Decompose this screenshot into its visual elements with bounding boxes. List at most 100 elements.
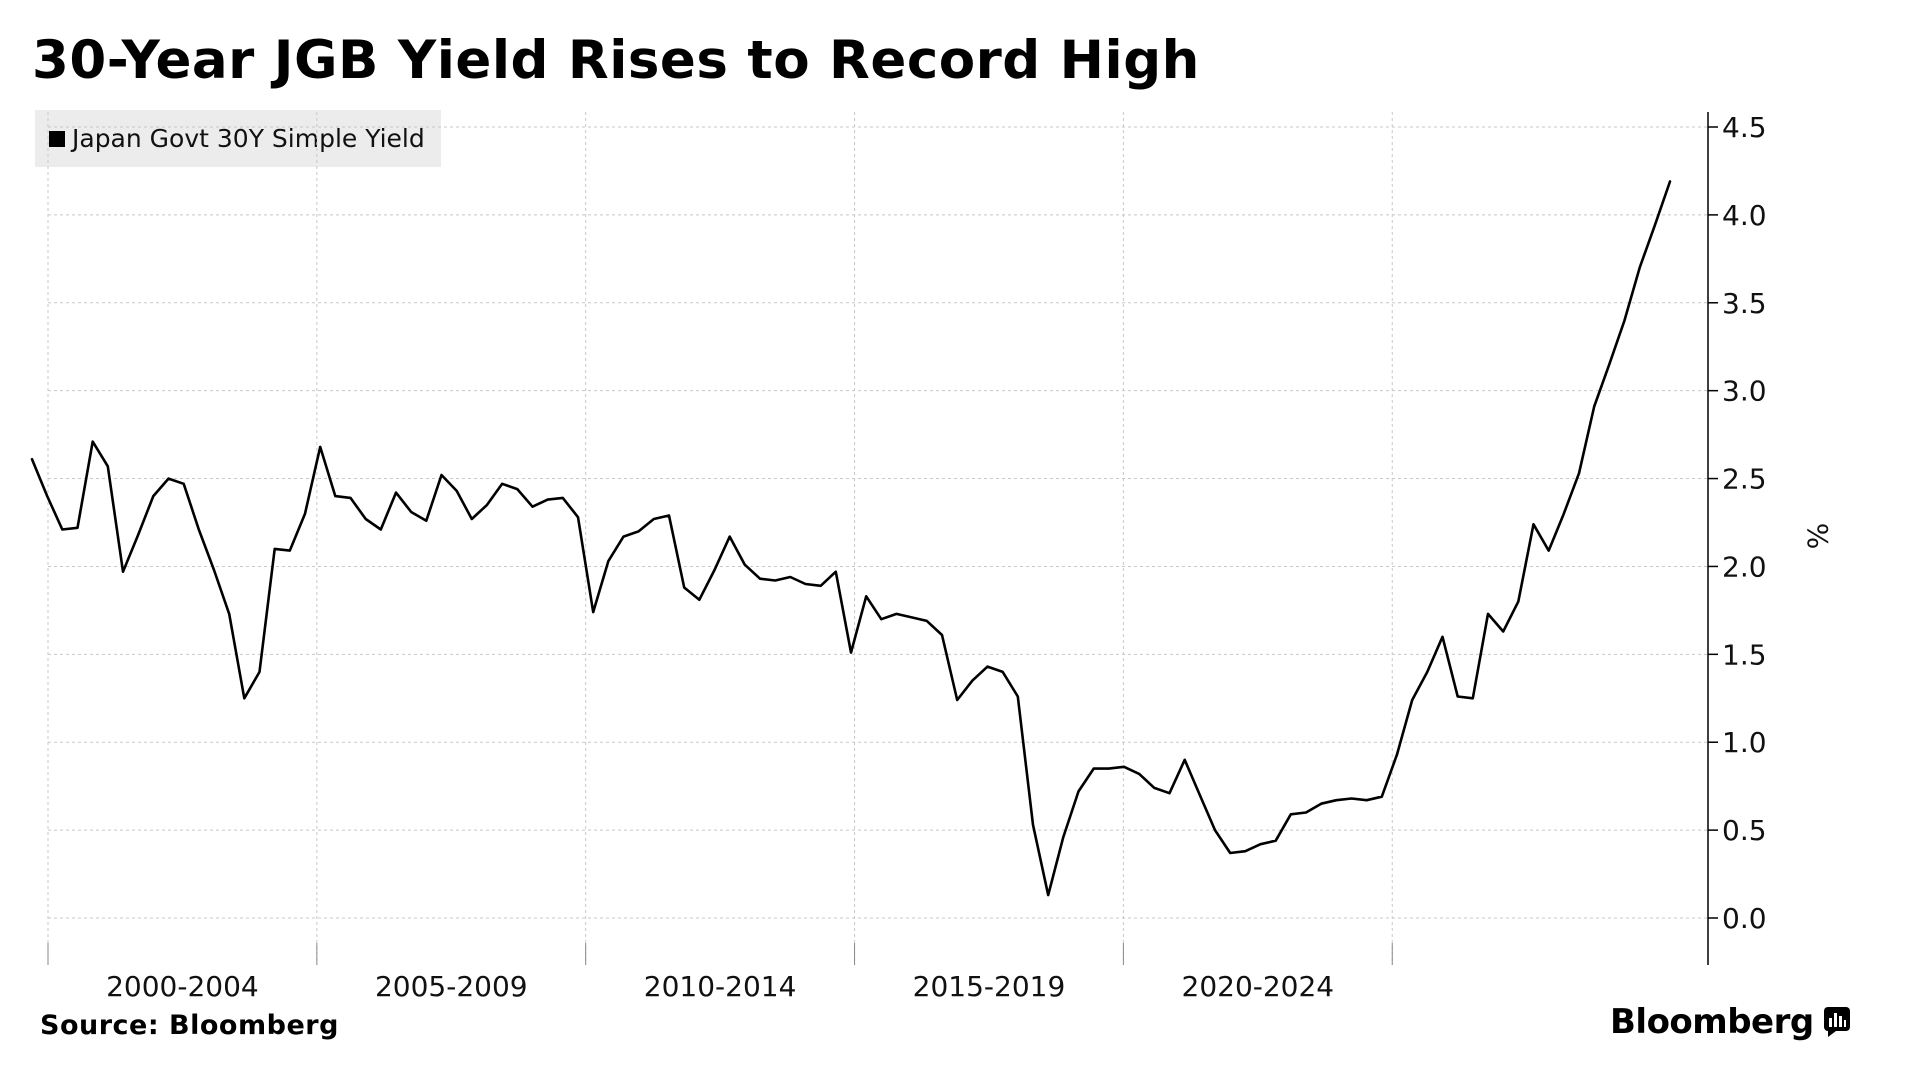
data-point — [1623, 319, 1626, 321]
data-point — [971, 680, 973, 682]
y-tick-label: 4.5 — [1722, 111, 1767, 144]
data-point — [956, 699, 958, 701]
data-point — [744, 564, 746, 566]
y-tick-label: 1.5 — [1722, 638, 1767, 671]
data-point — [1654, 224, 1656, 227]
bloomberg-terminal-icon — [1823, 1007, 1850, 1037]
data-point — [668, 514, 670, 517]
data-point — [880, 618, 882, 620]
y-tick-label: 4.0 — [1722, 199, 1767, 232]
data-point — [365, 518, 367, 520]
y-tick-label: 2.0 — [1722, 550, 1767, 583]
data-point — [638, 530, 640, 532]
y-tick-label: 0.5 — [1722, 814, 1767, 847]
legend: Japan Govt 30Y Simple Yield — [35, 110, 441, 167]
data-point — [289, 550, 291, 552]
data-point — [319, 446, 321, 448]
data-point — [61, 528, 63, 531]
data-point — [1214, 829, 1216, 831]
data-point — [349, 497, 352, 499]
data-point — [1457, 695, 1459, 698]
y-tick-label: 2.5 — [1722, 463, 1767, 496]
data-point — [1335, 799, 1337, 801]
data-point — [1259, 843, 1262, 845]
data-point — [1093, 767, 1095, 770]
legend-label: Japan Govt 30Y Simple Yield — [72, 124, 425, 153]
data-point — [1290, 813, 1292, 815]
data-point — [774, 579, 776, 582]
data-point — [850, 651, 852, 654]
data-point — [941, 634, 943, 636]
data-point — [1032, 824, 1034, 826]
data-point — [31, 458, 33, 460]
data-point — [1199, 794, 1201, 796]
data-point — [911, 616, 913, 619]
data-point — [1077, 790, 1080, 793]
data-point — [1548, 550, 1550, 552]
data-point — [531, 506, 534, 508]
data-point — [1350, 797, 1353, 800]
source-note: Source: Bloomberg — [40, 1010, 339, 1041]
data-point — [1426, 671, 1428, 673]
data-point — [92, 441, 94, 443]
data-point — [46, 495, 48, 497]
data-point — [410, 511, 412, 513]
data-point — [456, 490, 458, 492]
data-point — [152, 495, 154, 497]
brand-logo: Bloomberg — [1610, 1002, 1850, 1042]
data-point — [1366, 799, 1368, 801]
x-tick-label: 2010-2014 — [644, 970, 797, 1000]
data-point — [1472, 697, 1474, 699]
brand-name: Bloomberg — [1610, 1002, 1814, 1042]
data-point — [759, 578, 761, 580]
data-point — [167, 477, 170, 480]
data-point — [1047, 894, 1049, 896]
data-point — [137, 534, 139, 536]
x-tick-label: 2000-2004 — [106, 970, 259, 1000]
data-point — [1320, 803, 1322, 805]
data-point — [1062, 836, 1064, 838]
data-point — [1487, 613, 1489, 615]
data-point — [592, 611, 594, 613]
data-point — [516, 488, 518, 490]
data-point — [501, 483, 503, 485]
data-point — [213, 569, 215, 571]
data-point — [1244, 850, 1246, 852]
data-point — [198, 528, 200, 531]
y-tick-label: 0.0 — [1722, 902, 1767, 935]
data-point — [683, 586, 685, 589]
y-tick-label: 1.0 — [1722, 726, 1767, 759]
chart-title: 30-Year JGB Yield Rises to Record High — [32, 30, 1200, 91]
data-point — [1578, 472, 1580, 474]
data-point — [243, 697, 245, 699]
data-point — [1517, 601, 1519, 603]
data-point — [274, 548, 276, 550]
data-point — [76, 527, 79, 529]
data-point — [562, 497, 564, 499]
x-tick-label: 2020-2024 — [1182, 970, 1335, 1000]
data-point — [835, 571, 837, 573]
data-point — [122, 571, 124, 573]
data-point — [1108, 767, 1110, 770]
data-point — [395, 492, 397, 494]
data-point — [258, 671, 261, 673]
data-point — [698, 599, 700, 601]
data-point — [1153, 787, 1155, 789]
data-point — [653, 518, 655, 520]
series-line — [30, 180, 1672, 897]
data-point — [804, 583, 807, 585]
y-tick-label: 3.0 — [1722, 375, 1767, 408]
data-point — [1305, 811, 1307, 814]
data-point — [1563, 513, 1565, 515]
data-point — [228, 613, 230, 615]
data-point — [1275, 840, 1277, 842]
data-point — [1229, 852, 1231, 854]
data-point — [789, 576, 791, 578]
data-point — [1184, 759, 1186, 761]
data-point — [1123, 766, 1125, 768]
data-point — [1381, 796, 1383, 798]
y-tick-label: 3.5 — [1722, 287, 1767, 320]
data-point — [334, 495, 336, 497]
line-chart: 2000-2004 2005-2009 2010-2014 2015-2019 2020… — [30, 111, 1834, 1000]
x-tick-label: 2005-2009 — [375, 970, 528, 1000]
